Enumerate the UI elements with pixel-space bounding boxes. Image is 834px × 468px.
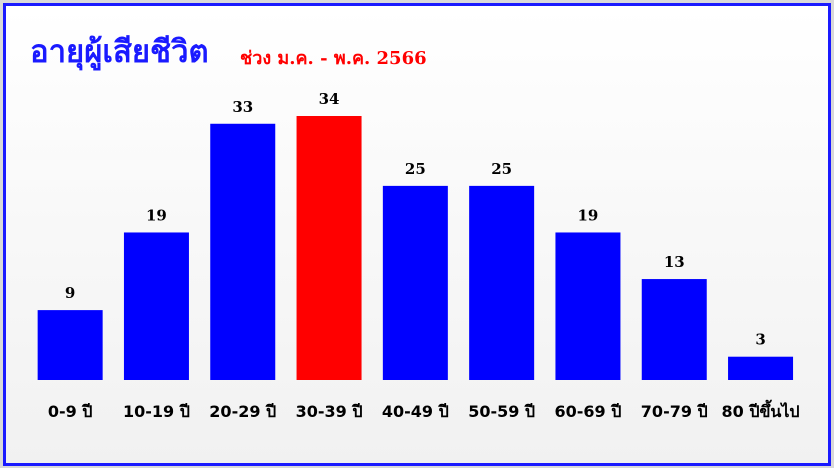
x-tick-label: 20-29 ปี [209, 402, 277, 421]
bar [469, 185, 535, 380]
bar [382, 185, 448, 380]
data-label: 34 [319, 90, 340, 108]
data-label: 19 [146, 206, 167, 224]
x-tick-label: 70-79 ปี [640, 402, 708, 421]
bar [728, 356, 794, 380]
bar [123, 232, 189, 380]
data-label: 19 [578, 206, 599, 224]
bar [641, 279, 707, 380]
data-label: 9 [65, 284, 75, 302]
bar [37, 310, 103, 380]
chart-subtitle: ช่วง ม.ค. - พ.ค. 2566 [240, 48, 427, 69]
bar [296, 116, 362, 380]
bar [555, 232, 621, 380]
x-tick-label: 40-49 ปี [381, 402, 449, 421]
data-label: 13 [664, 253, 685, 271]
x-tick-label: 0-9 ปี [47, 402, 93, 421]
x-tick-label: 80 ปีขึ้นไป [721, 402, 800, 421]
data-label: 33 [232, 98, 253, 116]
data-label: 3 [755, 331, 765, 349]
x-tick-label: 60-69 ปี [554, 402, 622, 421]
data-label: 25 [405, 160, 426, 178]
x-tick-label: 10-19 ปี [122, 402, 190, 421]
x-tick-label: 50-59 ปี [468, 402, 536, 421]
x-tick-label: 30-39 ปี [295, 402, 363, 421]
chart-title: อายุผู้เสียชีวิต [30, 34, 209, 71]
data-label: 25 [491, 160, 512, 178]
bar [210, 123, 276, 380]
